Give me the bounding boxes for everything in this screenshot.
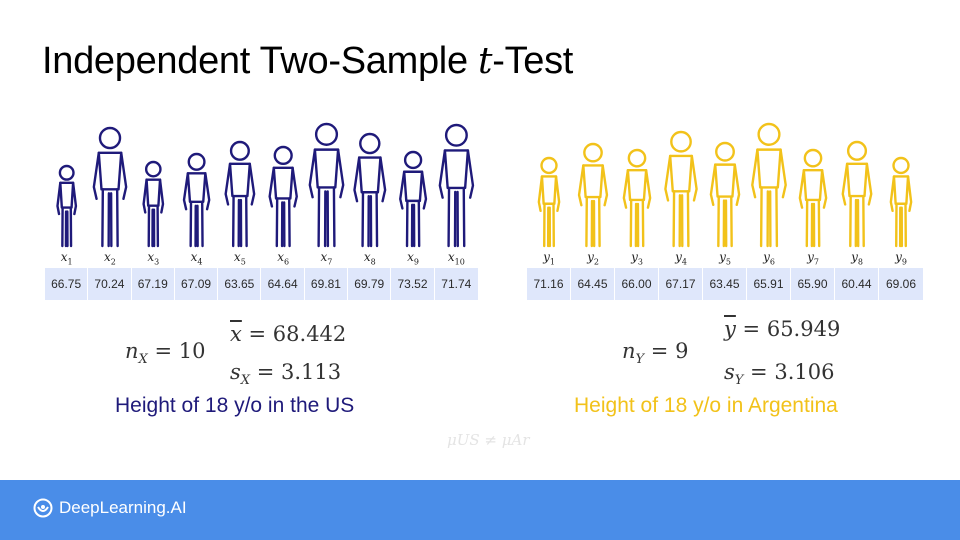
- us-n: nX = 10: [125, 339, 206, 368]
- ar-value-cell: 71.16: [527, 268, 571, 300]
- ar-silhouettes: [527, 118, 923, 250]
- person-figure: [92, 126, 128, 248]
- footer-bar: [0, 480, 960, 540]
- us-sample-label: x8: [363, 250, 376, 267]
- us-sample-label: x1: [60, 250, 73, 267]
- person-figure: [577, 142, 609, 248]
- ar-n: nY = 9: [622, 339, 689, 368]
- ar-sample-label: y7: [807, 250, 819, 267]
- ar-sample-label: y4: [675, 250, 687, 267]
- ar-sample-label: y6: [763, 250, 775, 267]
- title-suffix: -Test: [492, 40, 574, 82]
- us-sample-label: x10: [447, 250, 465, 267]
- ar-sample-labels: y1 y2 y3 y4 y5 y6 y7 y8 y9: [527, 250, 923, 266]
- ar-value-cell: 65.91: [747, 268, 791, 300]
- ar-sample-label: y3: [631, 250, 643, 267]
- us-sample-label: x2: [104, 250, 116, 267]
- ar-sd: sY = 3.106: [724, 360, 835, 389]
- us-values-table: 66.75 70.24 67.19 67.09 63.65 64.64 69.81 69.79…: [45, 268, 478, 300]
- person-figure: [889, 156, 913, 248]
- title-t: t: [478, 41, 493, 82]
- us-value-cell: 66.75: [45, 268, 89, 300]
- ar-mean: y = 65.949: [724, 317, 841, 341]
- ar-value-cell: 65.90: [791, 268, 835, 300]
- ar-people-figures: [537, 122, 913, 248]
- ar-caption: Height of 18 y/o in Argentina: [574, 394, 838, 417]
- us-value-cell: 69.79: [348, 268, 392, 300]
- ar-values-table: 71.16 64.45 66.00 67.17 63.45 65.91 65.90 60.44…: [527, 268, 923, 300]
- ar-sample-label: y9: [895, 250, 907, 267]
- person-figure: [709, 141, 741, 248]
- deeplearning-logo-icon: [33, 498, 53, 518]
- us-people-figures: [56, 122, 475, 248]
- us-sample-label: x5: [233, 250, 246, 267]
- person-figure: [751, 122, 787, 248]
- us-sample-label: x4: [190, 250, 203, 267]
- us-sample-label: x3: [147, 250, 160, 267]
- person-figure: [182, 152, 211, 248]
- ar-value-cell: 66.00: [615, 268, 659, 300]
- person-figure: [798, 148, 828, 248]
- hypothesis-faint: μUS ≠ μAr: [447, 431, 530, 449]
- us-value-cell: 67.09: [175, 268, 219, 300]
- brand-logo: DeepLearning.AI: [33, 498, 187, 518]
- ar-sample-label: y5: [719, 250, 731, 267]
- ar-value-cell: 67.17: [659, 268, 703, 300]
- brand-name: DeepLearning.AI: [59, 498, 187, 517]
- ar-sample-label: y1: [543, 250, 555, 267]
- person-figure: [664, 130, 698, 248]
- person-figure: [353, 132, 387, 248]
- person-figure: [142, 160, 165, 248]
- us-mean: x = 68.442: [230, 322, 347, 346]
- person-figure: [308, 122, 345, 248]
- us-sample-label: x6: [277, 250, 290, 267]
- ar-sample-label: y8: [851, 250, 863, 267]
- person-figure: [537, 156, 561, 248]
- us-value-cell: 73.52: [391, 268, 435, 300]
- slide-title: Independent Two-Sample t-Test: [42, 40, 573, 83]
- title-text: Independent Two-Sample: [42, 40, 479, 82]
- us-value-cell: 67.19: [132, 268, 175, 300]
- us-silhouettes: [45, 118, 478, 250]
- ar-value-cell: 69.06: [885, 277, 917, 291]
- us-value-cell: 70.24: [88, 268, 132, 300]
- us-value-cell: 64.64: [261, 268, 305, 300]
- us-caption: Height of 18 y/o in the US: [115, 394, 355, 417]
- person-figure: [841, 140, 873, 248]
- us-sample-label: x9: [407, 250, 419, 267]
- us-value-cell: 69.81: [305, 268, 349, 300]
- us-sd: sX = 3.113: [230, 360, 342, 389]
- us-sample-label: x7: [320, 250, 333, 267]
- ar-sample-label: y2: [587, 250, 599, 267]
- us-value-cell: 63.65: [218, 268, 262, 300]
- person-figure: [399, 150, 428, 248]
- ar-value-cell: 63.45: [703, 268, 747, 300]
- person-figure: [622, 148, 652, 248]
- ar-value-cell: 60.44: [835, 268, 879, 300]
- us-sample-labels: x1 x2 x3 x4 x5 x6 x7 x8 x9 x10: [45, 250, 478, 266]
- person-figure: [438, 123, 475, 248]
- us-value-cell: 71.74: [441, 277, 472, 291]
- person-figure: [268, 145, 298, 248]
- ar-value-cell: 64.45: [571, 268, 615, 300]
- person-figure: [56, 164, 78, 248]
- person-figure: [224, 140, 256, 248]
